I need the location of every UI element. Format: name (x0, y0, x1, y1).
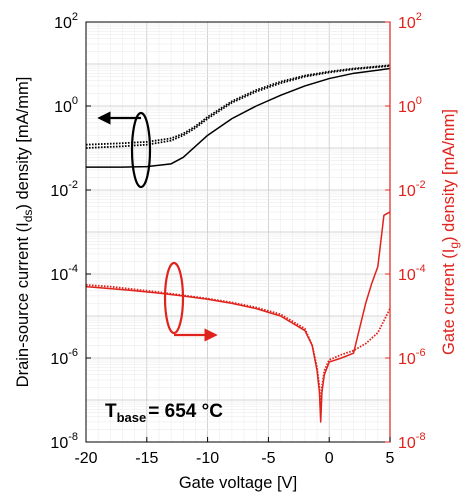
drain-ellipse (130, 111, 152, 189)
left-y-tick-label: 10-8 (50, 431, 78, 452)
x-tick-label: 0 (325, 450, 334, 467)
x-tick-label: -20 (74, 450, 97, 467)
left-y-tick-label: 102 (54, 11, 78, 32)
right-y-tick-label: 10-8 (398, 431, 426, 452)
drain-axis-indicator (97, 111, 152, 189)
left-y-tick-label: 100 (54, 95, 78, 116)
gate-ellipse (163, 261, 185, 335)
series-line-3 (86, 64, 390, 146)
y-axis-label-left: Drain-source current (Ids) density [mA/m… (14, 77, 35, 388)
series-group (86, 64, 390, 423)
right-y-tick-label: 10-6 (398, 347, 426, 368)
x-tick-label: -5 (261, 450, 275, 467)
x-tick-label: -15 (135, 450, 158, 467)
axis-ticks: -20 -15 -10 -5 0 510-810-610-410-210010210-81… (50, 11, 425, 467)
x-axis-label: Gate voltage [V] (179, 474, 297, 492)
left-y-tick-label: 10-4 (50, 263, 78, 284)
left-y-tick-label: 10-6 (50, 347, 78, 368)
y-axis-label-right: Gate current (Ig) density [mA/mm] (440, 109, 461, 355)
right-y-tick-label: 102 (398, 11, 422, 32)
right-y-tick-label: 10-4 (398, 263, 426, 284)
x-tick-label: 5 (386, 450, 395, 467)
left-y-tick-label: 10-2 (50, 179, 78, 200)
series-line-5 (86, 284, 390, 414)
gate-axis-indicator (163, 261, 218, 342)
series-line-2 (86, 65, 390, 149)
series-line-1 (86, 67, 390, 168)
right-y-tick-label: 100 (398, 95, 422, 116)
right-y-tick-label: 10-2 (398, 179, 426, 200)
temperature-annotation: Tbase = 654 °C (105, 401, 223, 425)
x-tick-label: -10 (196, 450, 219, 467)
